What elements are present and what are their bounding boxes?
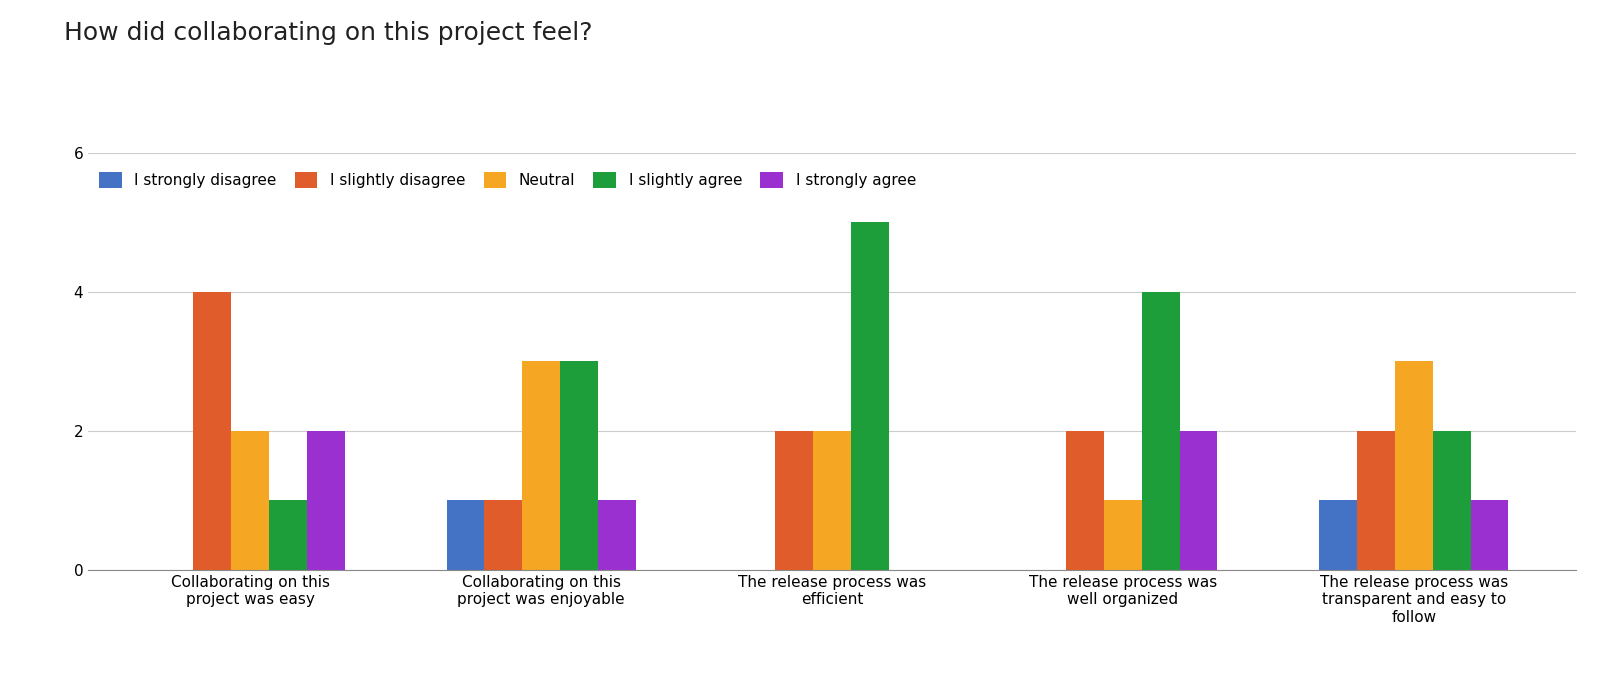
Bar: [269, 500, 307, 570]
Bar: [194, 292, 232, 570]
Bar: [1395, 361, 1432, 570]
Bar: [776, 431, 813, 570]
Bar: [1066, 431, 1104, 570]
Bar: [1142, 292, 1179, 570]
Bar: [1432, 431, 1470, 570]
Bar: [485, 500, 522, 570]
Bar: [522, 361, 560, 570]
Bar: [446, 500, 485, 570]
Legend: I strongly disagree, I slightly disagree, Neutral, I slightly agree, I strongly : I strongly disagree, I slightly disagree…: [96, 169, 918, 191]
Bar: [1320, 500, 1357, 570]
Bar: [851, 222, 888, 570]
Bar: [1470, 500, 1509, 570]
Bar: [1357, 431, 1395, 570]
Bar: [560, 361, 598, 570]
Bar: [1104, 500, 1142, 570]
Bar: [1179, 431, 1218, 570]
Bar: [232, 431, 269, 570]
Text: How did collaborating on this project feel?: How did collaborating on this project fe…: [64, 21, 592, 45]
Bar: [813, 431, 851, 570]
Bar: [598, 500, 635, 570]
Bar: [307, 431, 344, 570]
